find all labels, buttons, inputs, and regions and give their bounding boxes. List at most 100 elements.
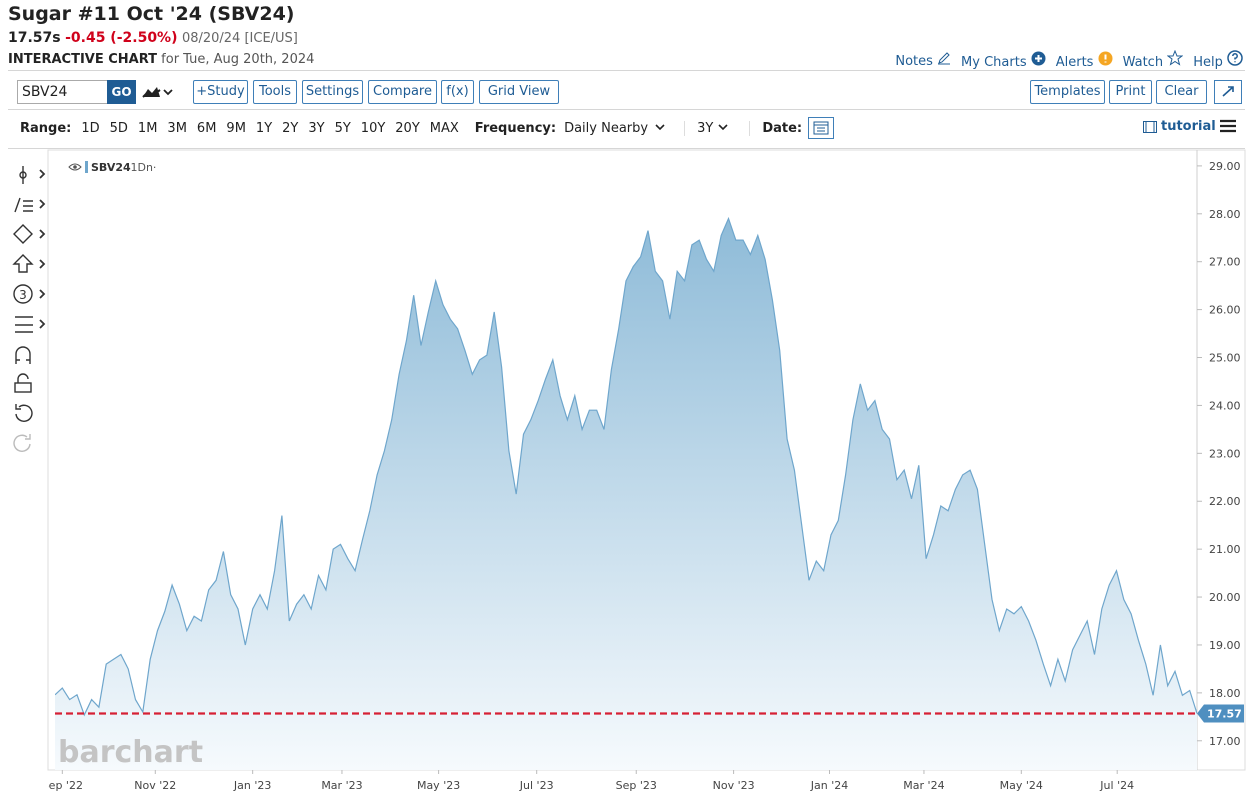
go-button[interactable]: GO [107, 80, 136, 104]
eye-pupil [73, 165, 77, 169]
toolbar-button[interactable]: Templates [1030, 80, 1105, 104]
range-label: Range: [20, 120, 72, 136]
x-tick-label: Jan '24 [810, 779, 848, 792]
plot [55, 216, 1197, 770]
legend-suffix: ·1Dn· [127, 161, 156, 174]
range-option[interactable]: 5Y [334, 120, 351, 136]
divider [8, 109, 1245, 110]
menu-button[interactable] [1220, 119, 1236, 133]
range-option[interactable]: 10Y [360, 120, 386, 136]
range-option[interactable]: 2Y [282, 120, 299, 136]
x-tick-label: May '24 [1000, 779, 1043, 792]
legend-name: SBV24 [91, 161, 131, 174]
last-price-label: 17.57 [1207, 707, 1242, 720]
x-tick-label: Jul '24 [1099, 779, 1134, 792]
range-option[interactable]: 9M [226, 120, 246, 136]
y-tick-label: 29.00 [1209, 160, 1241, 173]
price: 17.57s [8, 30, 61, 46]
tutorial-text: tutorial [1161, 119, 1216, 134]
toolbar-button[interactable]: Settings [302, 80, 363, 104]
legend: SBV24 ·1Dn· [68, 161, 156, 174]
subtitle: INTERACTIVE CHART for Tue, Aug 20th, 202… [8, 52, 314, 67]
watch-link[interactable]: Watch [1122, 49, 1184, 70]
y-tick-label: 28.00 [1209, 208, 1241, 221]
title: Sugar #11 Oct '24 (SBV24) [8, 3, 295, 25]
x-tick-label: Jul '23 [519, 779, 554, 792]
tutorial-link[interactable]: tutorial [1143, 119, 1216, 134]
x-tick-label: Sep '22 [42, 779, 83, 792]
icon [1031, 51, 1046, 65]
dropdown-icon [655, 124, 665, 131]
y-tick-label: 20.00 [1209, 591, 1241, 604]
toolbar-button[interactable]: f(x) [441, 80, 474, 104]
y-tick-label: 21.00 [1209, 543, 1241, 556]
divider [8, 70, 1245, 71]
x-axis: Sep '22 Nov '22 Jan '23 Mar '23 May '23 Jul '… [42, 770, 1134, 792]
y-axis: 17.00 18.00 19.00 20.00 21.00 22.00 23.00 24.00… [1197, 160, 1241, 748]
legend-swatch [85, 161, 88, 173]
range-option[interactable]: 5D [109, 120, 128, 136]
range-option[interactable]: 3M [167, 120, 187, 136]
chart-type-button[interactable] [142, 84, 174, 100]
sidebar-counter: 3 [19, 288, 27, 302]
toolbar-button[interactable]: Tools [253, 80, 297, 104]
x-tick-label: Mar '24 [903, 779, 944, 792]
line [55, 216, 1197, 717]
watermark: barchart [58, 735, 203, 770]
sidebar-icons [12, 166, 46, 452]
chart-label: INTERACTIVE CHART [8, 52, 158, 67]
frequency-select[interactable]: Daily Nearby [564, 120, 649, 136]
help-link[interactable]: Help [1193, 50, 1243, 70]
icon [1166, 49, 1184, 66]
y-tick-label: 17.00 [1209, 735, 1241, 748]
fullscreen-button[interactable] [1214, 80, 1242, 104]
icon [1227, 50, 1243, 66]
mycharts-link[interactable]: My Charts [961, 51, 1046, 70]
notes-link[interactable]: Notes [895, 51, 951, 69]
x-tick-label: Mar '23 [321, 779, 362, 792]
y-tick-label: 26.00 [1209, 304, 1241, 317]
icon [938, 52, 951, 65]
range-options: 1D 5D 1M 3M 6M 9M 1Y 2Y 3Y 5Y 10Y 20Y MAX [81, 121, 458, 136]
y-tick-label: 27.00 [1209, 256, 1241, 269]
header-links: Notes My Charts Alerts Watch Help [895, 49, 1243, 70]
x-tick-label: Nov '22 [134, 779, 176, 792]
quote-date: 08/20/24 [ICE/US] [181, 31, 298, 46]
frequency-label: Frequency: [474, 120, 557, 136]
link-text: Watch [1122, 55, 1164, 70]
symbol-input[interactable]: SBV24 [17, 80, 108, 104]
range-option[interactable]: 3Y [308, 120, 325, 136]
toolbar-button[interactable]: +Study [193, 80, 248, 104]
y-tick-label: 24.00 [1209, 399, 1241, 412]
range-option[interactable]: 1Y [255, 120, 273, 136]
alerts-link[interactable]: Alerts [1056, 51, 1113, 70]
range-bar: Range: 1D 5D 1M 3M 6M 9M 1Y 2Y 3Y 5Y 10Y 20Y MAX Fre… [20, 117, 835, 139]
toolbar-button[interactable]: Compare [368, 80, 437, 104]
date-label: Date: [749, 120, 802, 136]
range-option[interactable]: 1D [81, 120, 100, 136]
film-icon [1143, 120, 1157, 133]
x-tick-label: Sep '23 [616, 779, 657, 792]
range-option[interactable]: 20Y [395, 120, 420, 136]
period-select[interactable]: 3Y [684, 120, 713, 136]
divider [8, 148, 1245, 149]
y-tick-label: 23.00 [1209, 447, 1241, 460]
last-price-tag [1197, 704, 1244, 723]
range-option[interactable]: 1M [137, 120, 158, 136]
x-tick-label: May '23 [417, 779, 460, 792]
range-option[interactable]: MAX [429, 120, 459, 136]
y-tick-label: 25.00 [1209, 352, 1241, 365]
range-option[interactable]: 6M [196, 120, 217, 136]
quote-line: 17.57s -0.45 (-2.50%) 08/20/24 [ICE/US] [8, 30, 298, 46]
toolbar-button[interactable]: Print [1109, 80, 1152, 104]
y-tick-label: 18.00 [1209, 687, 1241, 700]
toolbar-button[interactable]: Clear [1156, 80, 1207, 104]
change: -0.45 (-2.50%) [65, 30, 178, 46]
x-tick-label: Jan '23 [233, 779, 271, 792]
date-picker[interactable] [808, 117, 835, 139]
link-text: My Charts [961, 54, 1027, 70]
icon [1098, 51, 1113, 65]
toolbar-button[interactable]: Grid View [479, 80, 559, 104]
